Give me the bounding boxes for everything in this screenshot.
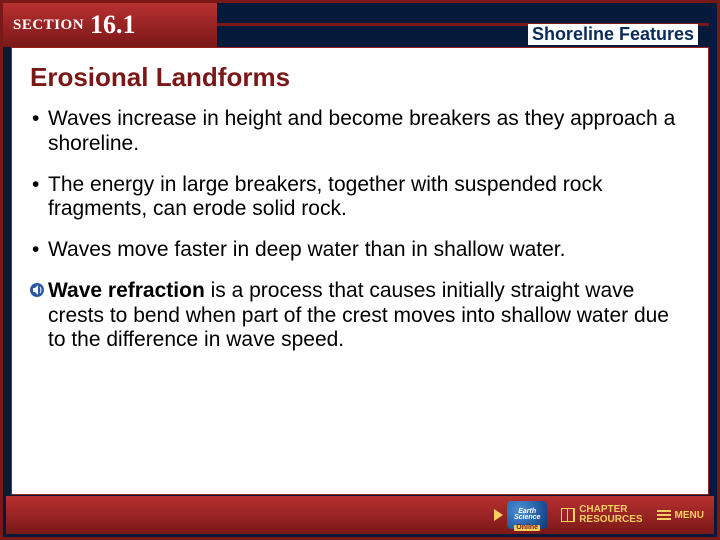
content-panel: Shoreline Features Erosional Landforms •… — [11, 47, 709, 495]
bold-term: Wave refraction — [48, 279, 205, 302]
section-tab: SECTION 16.1 — [3, 3, 217, 47]
bullet-text: Waves move faster in deep water than in … — [48, 238, 690, 263]
section-number: 16.1 — [90, 10, 136, 40]
bullet-marker: • — [30, 107, 48, 157]
bullet-text: Waves increase in height and become brea… — [48, 107, 690, 157]
bullet-text: Wave refraction is a process that causes… — [48, 279, 690, 353]
slide-frame: SECTION 16.1 Shoreline Features Erosiona… — [0, 0, 720, 540]
page-topic-title: Shoreline Features — [528, 24, 698, 45]
chapter-resources-button[interactable]: CHAPTER RESOURCES — [561, 505, 642, 525]
book-icon — [561, 508, 575, 522]
bullet-item: • Waves move faster in deep water than i… — [30, 238, 690, 263]
bullet-item: • The energy in large breakers, together… — [30, 173, 690, 223]
content-title: Erosional Landforms — [30, 62, 690, 93]
section-label: SECTION — [13, 17, 84, 34]
menu-icon — [657, 510, 671, 520]
bullet-item: • Waves increase in height and become br… — [30, 107, 690, 157]
menu-label: MENU — [675, 510, 704, 521]
menu-button[interactable]: MENU — [657, 510, 704, 521]
play-icon — [494, 509, 503, 521]
bullet-marker: • — [30, 173, 48, 223]
audio-icon[interactable] — [30, 279, 48, 353]
bullet-text: The energy in large breakers, together w… — [48, 173, 690, 223]
bullet-item: Wave refraction is a process that causes… — [30, 279, 690, 353]
logo-line2: Science — [514, 515, 540, 521]
chapter-label-2: RESOURCES — [579, 515, 642, 525]
bullet-marker: • — [30, 238, 48, 263]
logo-tag: Online — [514, 525, 540, 531]
earth-science-logo: Earth Science Online — [507, 501, 547, 529]
footer-bar: Earth Science Online CHAPTER RESOURCES M… — [6, 496, 714, 534]
earth-science-online-button[interactable]: Earth Science Online — [494, 501, 547, 529]
